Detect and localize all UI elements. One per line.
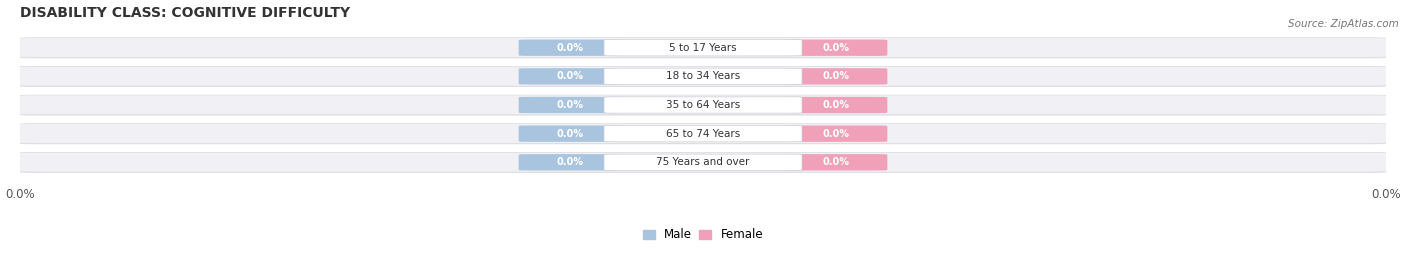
Legend: Male, Female: Male, Female: [643, 228, 763, 241]
Text: 0.0%: 0.0%: [823, 100, 849, 110]
Text: 0.0%: 0.0%: [823, 157, 849, 167]
FancyBboxPatch shape: [14, 66, 1392, 87]
Text: DISABILITY CLASS: COGNITIVE DIFFICULTY: DISABILITY CLASS: COGNITIVE DIFFICULTY: [20, 6, 350, 20]
Text: 5 to 17 Years: 5 to 17 Years: [669, 43, 737, 53]
FancyBboxPatch shape: [785, 154, 887, 171]
FancyBboxPatch shape: [14, 152, 1392, 172]
FancyBboxPatch shape: [605, 126, 801, 142]
FancyBboxPatch shape: [605, 154, 801, 171]
FancyBboxPatch shape: [605, 40, 801, 56]
FancyBboxPatch shape: [14, 95, 1392, 116]
FancyBboxPatch shape: [785, 126, 887, 142]
Text: 18 to 34 Years: 18 to 34 Years: [666, 71, 740, 81]
FancyBboxPatch shape: [14, 152, 1392, 173]
Text: 0.0%: 0.0%: [557, 129, 583, 139]
FancyBboxPatch shape: [519, 68, 621, 84]
FancyBboxPatch shape: [14, 95, 1392, 115]
Text: 0.0%: 0.0%: [557, 100, 583, 110]
FancyBboxPatch shape: [519, 97, 621, 113]
FancyBboxPatch shape: [14, 124, 1392, 144]
Text: 65 to 74 Years: 65 to 74 Years: [666, 129, 740, 139]
FancyBboxPatch shape: [519, 154, 621, 171]
Text: 35 to 64 Years: 35 to 64 Years: [666, 100, 740, 110]
Text: 0.0%: 0.0%: [557, 43, 583, 53]
Text: Source: ZipAtlas.com: Source: ZipAtlas.com: [1288, 19, 1399, 29]
FancyBboxPatch shape: [519, 40, 621, 56]
Text: 0.0%: 0.0%: [823, 43, 849, 53]
Text: 0.0%: 0.0%: [557, 71, 583, 81]
Text: 0.0%: 0.0%: [823, 129, 849, 139]
FancyBboxPatch shape: [605, 68, 801, 84]
FancyBboxPatch shape: [519, 126, 621, 142]
FancyBboxPatch shape: [785, 68, 887, 84]
Text: 75 Years and over: 75 Years and over: [657, 157, 749, 167]
Text: 0.0%: 0.0%: [557, 157, 583, 167]
FancyBboxPatch shape: [14, 124, 1392, 143]
Text: 0.0%: 0.0%: [823, 71, 849, 81]
FancyBboxPatch shape: [785, 40, 887, 56]
FancyBboxPatch shape: [14, 66, 1392, 86]
FancyBboxPatch shape: [14, 38, 1392, 58]
FancyBboxPatch shape: [14, 38, 1392, 58]
FancyBboxPatch shape: [785, 97, 887, 113]
FancyBboxPatch shape: [605, 97, 801, 113]
